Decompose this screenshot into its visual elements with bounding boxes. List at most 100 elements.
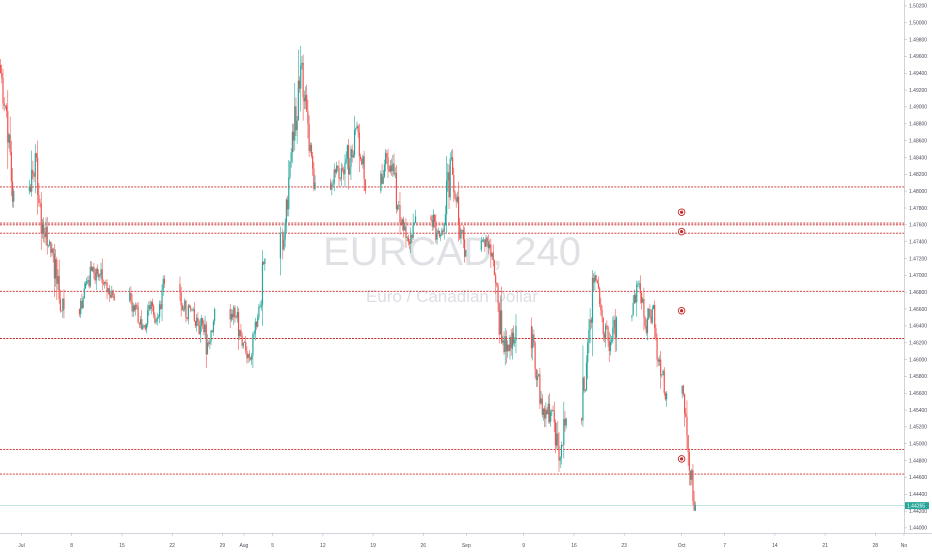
candle-body — [535, 369, 537, 381]
candle-body — [546, 410, 548, 415]
candle-42 — [78, 308, 81, 317]
candle-body — [303, 97, 305, 102]
candle-body — [132, 305, 134, 312]
candle-body — [664, 393, 667, 400]
candle-256 — [435, 214, 437, 244]
candle-body — [194, 321, 197, 326]
candle-body — [11, 181, 14, 202]
candle-281 — [465, 249, 467, 258]
candle-223 — [381, 163, 383, 185]
candle-64 — [105, 279, 107, 286]
candle-body — [307, 111, 309, 124]
candle-body — [81, 300, 83, 309]
candle-355 — [596, 279, 598, 284]
candle-178 — [298, 76, 301, 93]
time-axis[interactable]: Jul 8 15 22 29 Aug 5 12 19 26 Sep 9 16 23 Oct 7 14 21 28 No — [18, 533, 907, 549]
candle-222 — [380, 170, 382, 194]
alert-marker-0[interactable] — [677, 208, 686, 216]
candle-329 — [551, 408, 553, 416]
alert-marker-2[interactable] — [677, 306, 686, 315]
candle-body — [191, 309, 193, 311]
candle-171 — [290, 148, 292, 168]
candle-367 — [611, 335, 613, 346]
y-tick-label: 1.48000 — [909, 189, 927, 195]
alerts[interactable] — [677, 208, 686, 463]
candle-127 — [209, 338, 211, 350]
y-tick-label: 1.48200 — [909, 172, 927, 178]
price-axis[interactable]: 1.44000 1.44200 1.44400 1.44600 1.44800 1.450… — [904, 4, 927, 532]
candle-body — [411, 234, 413, 238]
candle-body — [302, 62, 304, 98]
candle-100 — [162, 275, 164, 296]
candle-body — [484, 239, 486, 247]
candle-body — [106, 282, 108, 293]
candle-body — [292, 131, 295, 141]
candle-385 — [646, 307, 649, 341]
candle-body — [357, 125, 359, 133]
candle-97 — [159, 300, 161, 324]
x-tick-label: 8 — [70, 543, 73, 549]
candle-201 — [340, 162, 342, 186]
candle-406 — [686, 400, 688, 450]
candle-286 — [485, 234, 487, 247]
candle-body — [560, 444, 563, 458]
candle-body — [261, 261, 264, 305]
candle-body — [454, 192, 456, 199]
candle-body — [530, 325, 533, 349]
candle-body — [636, 284, 638, 303]
candle-body — [554, 421, 557, 446]
candle-body — [351, 149, 353, 158]
candle-body — [654, 304, 656, 329]
alert-marker-1[interactable] — [677, 227, 686, 236]
candle-75 — [132, 302, 134, 318]
horizontal-levels[interactable] — [0, 186, 904, 506]
candle-body — [442, 230, 444, 232]
candle-body — [661, 374, 663, 376]
candle-86 — [145, 323, 148, 334]
candle-body — [430, 216, 432, 220]
candle-body — [640, 293, 643, 303]
candle-271 — [453, 167, 455, 202]
candle-358 — [600, 297, 602, 316]
y-tick-label: 1.49200 — [909, 88, 927, 94]
candle-body — [556, 433, 558, 446]
candle-85 — [144, 323, 146, 331]
candle-body — [284, 222, 286, 240]
candle-body — [149, 305, 151, 310]
candle-400 — [664, 391, 667, 401]
candle-54 — [93, 263, 95, 280]
candle-body — [182, 309, 185, 311]
candle-169 — [288, 159, 290, 217]
candle-body — [414, 216, 417, 223]
candle-body — [45, 226, 47, 238]
candle-253 — [431, 215, 433, 231]
candle-body — [333, 169, 335, 184]
candle-143 — [242, 342, 244, 349]
candle-body — [386, 153, 388, 158]
candle-405 — [685, 407, 687, 418]
candle-233 — [393, 153, 395, 177]
candle-48 — [86, 277, 88, 286]
candle-248 — [411, 234, 413, 243]
candle-body — [532, 334, 534, 349]
candle-262 — [442, 228, 444, 235]
candle-body — [682, 385, 684, 395]
alert-dot — [680, 210, 684, 214]
candle-body — [434, 214, 436, 222]
alert-marker-3[interactable] — [677, 455, 686, 463]
candle-324 — [545, 402, 547, 428]
candle-body — [353, 130, 356, 155]
candle-body — [449, 159, 451, 198]
candle-body — [31, 169, 33, 192]
candle-61 — [101, 258, 103, 291]
x-tick-label: 16 — [571, 543, 577, 549]
candle-377 — [637, 281, 639, 287]
candle-body — [198, 321, 200, 335]
candle-150 — [251, 353, 253, 365]
candle-body — [545, 410, 547, 419]
candle-body — [243, 342, 246, 343]
candle-240 — [401, 218, 403, 231]
candle-body — [551, 410, 553, 412]
